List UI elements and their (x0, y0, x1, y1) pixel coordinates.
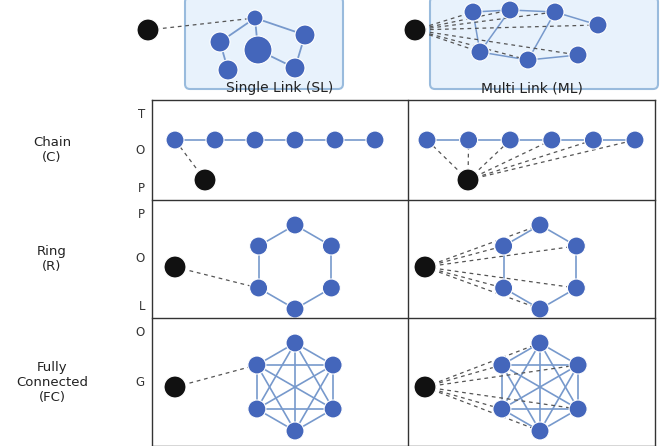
Circle shape (324, 356, 342, 374)
Circle shape (519, 51, 537, 69)
Text: Fully
Connected
(FC): Fully Connected (FC) (16, 360, 88, 404)
Circle shape (166, 131, 184, 149)
Circle shape (164, 256, 186, 278)
Circle shape (531, 422, 549, 440)
FancyBboxPatch shape (430, 0, 658, 89)
Text: O: O (136, 252, 145, 265)
Circle shape (286, 131, 304, 149)
Text: Multi Link (ML): Multi Link (ML) (480, 81, 582, 95)
Circle shape (218, 60, 238, 80)
Text: P: P (138, 182, 145, 195)
Circle shape (531, 334, 549, 352)
Circle shape (493, 400, 511, 418)
Text: G: G (136, 376, 145, 388)
Circle shape (286, 300, 304, 318)
Circle shape (414, 256, 436, 278)
Circle shape (244, 36, 272, 64)
Circle shape (322, 279, 340, 297)
Circle shape (366, 131, 384, 149)
Circle shape (569, 400, 587, 418)
Circle shape (194, 169, 216, 191)
Circle shape (324, 400, 342, 418)
Circle shape (589, 16, 607, 34)
Circle shape (250, 279, 267, 297)
Circle shape (326, 131, 344, 149)
Circle shape (626, 131, 644, 149)
Circle shape (531, 216, 549, 234)
Text: O: O (136, 144, 145, 157)
Text: T: T (138, 108, 145, 121)
Text: Chain
(C): Chain (C) (33, 136, 71, 164)
Circle shape (248, 356, 266, 374)
Circle shape (584, 131, 602, 149)
Circle shape (457, 169, 479, 191)
Circle shape (404, 19, 426, 41)
Circle shape (569, 46, 587, 64)
Circle shape (569, 356, 587, 374)
Circle shape (286, 216, 304, 234)
Circle shape (471, 43, 489, 61)
Text: O: O (136, 326, 145, 339)
Circle shape (295, 25, 315, 45)
Circle shape (494, 279, 513, 297)
Circle shape (247, 10, 263, 26)
Circle shape (286, 334, 304, 352)
Circle shape (418, 131, 436, 149)
Text: L: L (139, 300, 145, 313)
Text: Single Link (SL): Single Link (SL) (226, 81, 334, 95)
Circle shape (246, 131, 264, 149)
Text: Ring
(R): Ring (R) (37, 245, 67, 273)
Circle shape (460, 131, 478, 149)
Circle shape (286, 422, 304, 440)
Circle shape (206, 131, 224, 149)
Circle shape (501, 1, 519, 19)
Circle shape (322, 237, 340, 255)
Circle shape (494, 237, 513, 255)
Circle shape (493, 356, 511, 374)
Circle shape (501, 131, 519, 149)
Circle shape (285, 58, 305, 78)
Circle shape (164, 376, 186, 398)
Circle shape (137, 19, 159, 41)
Circle shape (248, 400, 266, 418)
Circle shape (464, 3, 482, 21)
Circle shape (531, 300, 549, 318)
Circle shape (210, 32, 230, 52)
Circle shape (543, 131, 561, 149)
Circle shape (546, 3, 564, 21)
Circle shape (567, 237, 586, 255)
Text: P: P (138, 208, 145, 221)
Circle shape (567, 279, 586, 297)
Circle shape (414, 376, 436, 398)
FancyBboxPatch shape (185, 0, 343, 89)
Circle shape (250, 237, 267, 255)
